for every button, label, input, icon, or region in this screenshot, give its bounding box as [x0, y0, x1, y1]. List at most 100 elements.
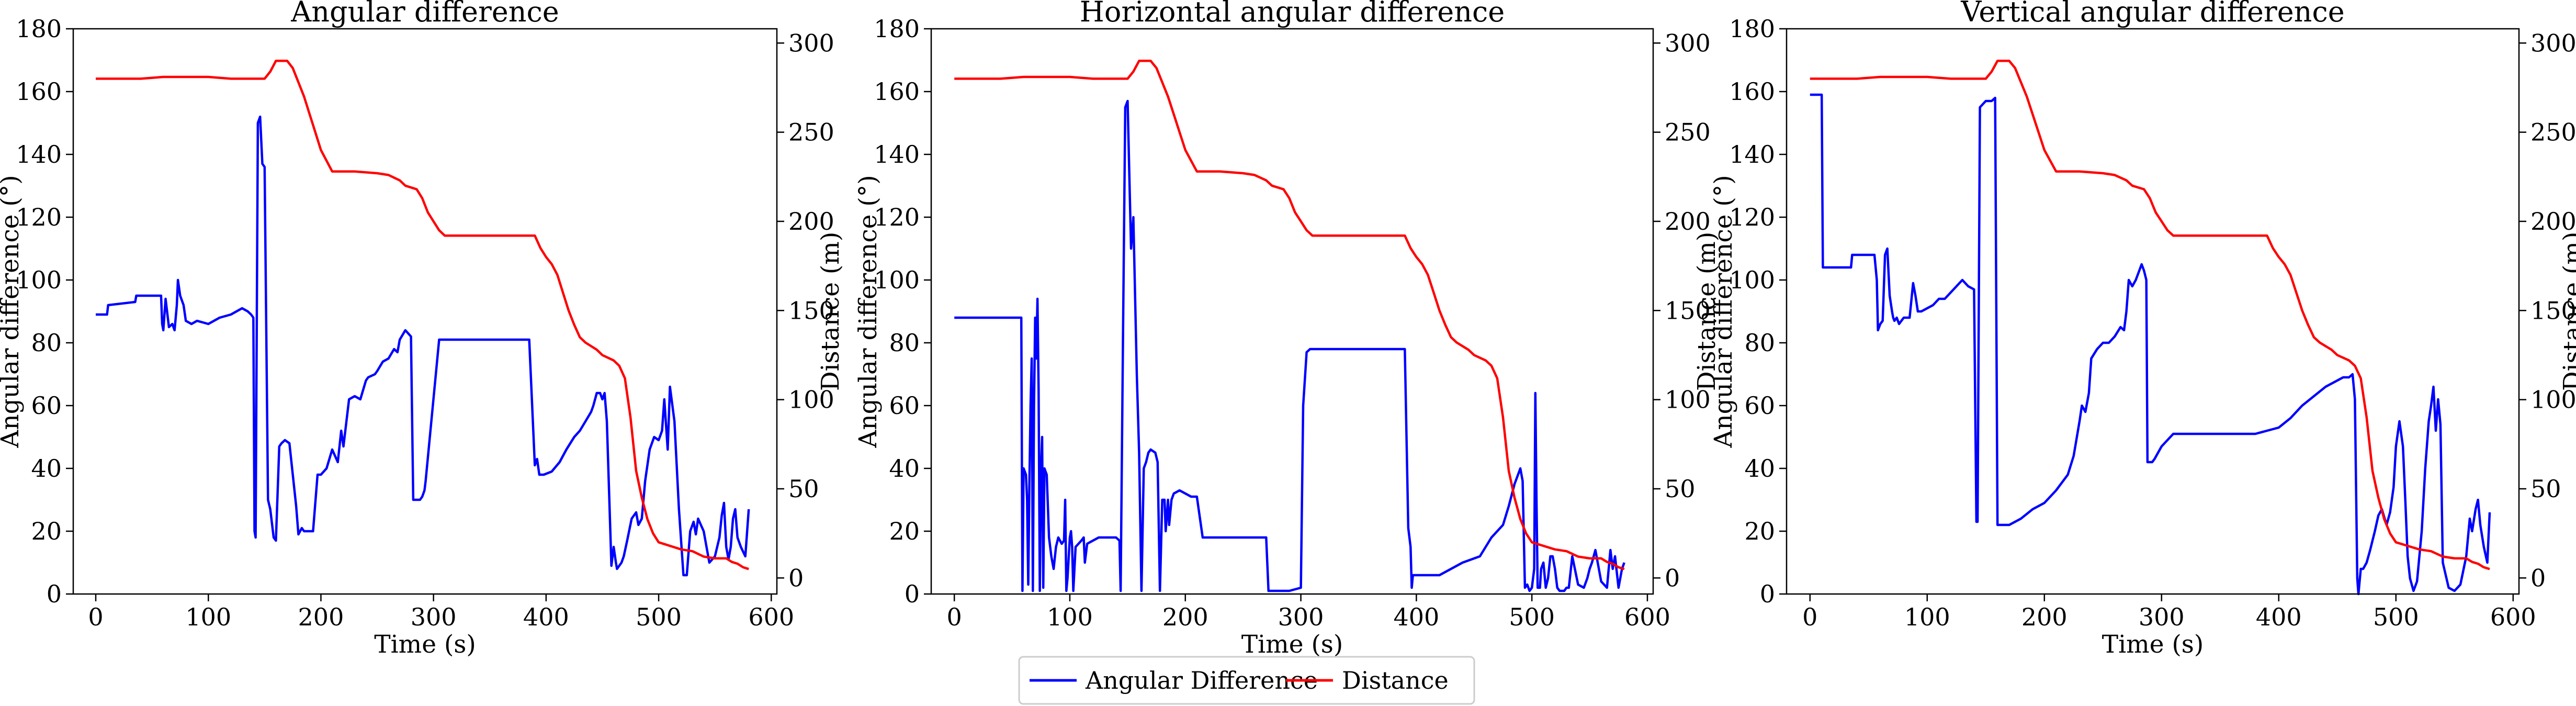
y-tick-label: 180: [16, 15, 62, 43]
plot-frame: [72, 28, 778, 595]
x-axis-label: Time (s): [2102, 630, 2204, 659]
y-tick-label: 100: [1729, 266, 1775, 294]
plot-area: [96, 60, 750, 577]
chart-panel-3: 0 100 200 300 400 500 600020406080100120140160…: [1709, 0, 2576, 659]
chart-title: Angular difference: [290, 0, 559, 28]
y-tick-label: 60: [31, 391, 62, 420]
y2-tick-label: 150: [2530, 296, 2576, 324]
x-tick-label: 400: [1393, 603, 1439, 631]
y2-tick-label: 250: [788, 118, 834, 147]
y2-tick-label: 100: [2530, 386, 2576, 414]
legend-frame: [1018, 656, 1475, 705]
y2-tick-label: 200: [788, 207, 834, 236]
legend: Angular Difference Distance: [1018, 656, 1475, 705]
x-tick-label: 400: [2256, 603, 2302, 631]
series-line-distance: [1810, 60, 2490, 570]
y2-tick-label: 100: [1665, 386, 1711, 414]
y-tick-label: 0: [47, 580, 62, 608]
legend-label-distance: Distance: [1342, 666, 1449, 694]
y-tick-label: 120: [874, 203, 920, 231]
y-tick-label: 140: [1729, 140, 1775, 169]
y-tick-label: 60: [889, 391, 920, 420]
y2-tick-label: 0: [788, 564, 804, 592]
x-tick-label: 300: [411, 603, 457, 631]
y2-tick-label: 0: [1665, 564, 1680, 592]
y2-tick-label: 100: [788, 386, 834, 414]
x-tick-label: 600: [1624, 603, 1670, 631]
plot-frame: [930, 28, 1654, 595]
y-tick-label: 160: [874, 77, 920, 106]
x-tick-label: 200: [298, 603, 344, 631]
x-tick-label: 400: [523, 603, 569, 631]
y2-tick-label: 300: [2530, 29, 2576, 57]
series-line-distance: [954, 60, 1625, 570]
y-tick-label: 20: [889, 517, 920, 545]
y-tick-label: 180: [874, 15, 920, 43]
x-tick-label: 200: [2021, 603, 2067, 631]
y2-tick-label: 150: [1665, 296, 1711, 324]
chart-panel-1: 0 100 200 300 400 500 600020406080100120140160…: [0, 0, 845, 659]
y-tick-label: 40: [31, 454, 62, 483]
y-tick-label: 40: [1744, 454, 1775, 483]
chart-panel-2: 0 100 200 300 400 500 600 0 20 40 60 80 100 120 140 160…: [854, 0, 1721, 659]
x-tick-label: 600: [748, 603, 794, 631]
x-tick-label: 0: [88, 603, 103, 631]
plot-frame: [1786, 28, 2520, 595]
y-tick-label: 100: [874, 266, 920, 294]
y-tick-label: 80: [1744, 329, 1775, 357]
y2-axis-label: Distance (m): [1692, 232, 1721, 391]
legend-label-angular-difference: Angular Difference: [1085, 666, 1318, 694]
y2-tick-label: 250: [2530, 118, 2576, 147]
x-axis-label: Time (s): [1241, 630, 1343, 659]
y-tick-label: 40: [889, 454, 920, 483]
y2-tick-label: 300: [1665, 29, 1711, 57]
y2-axis-label: Distance (m): [816, 232, 845, 391]
y2-tick-label: 300: [788, 29, 834, 57]
y-tick-label: 140: [16, 140, 62, 169]
y-axis-label: Angular difference (°): [1709, 175, 1738, 448]
series-line-angular-difference: [1810, 93, 2491, 596]
chart-panels: 0 100 200 300 400 500 600020406080100120140160…: [0, 0, 2576, 659]
series-line-angular-difference: [96, 115, 750, 577]
y2-tick-label: 200: [2530, 207, 2576, 236]
y-tick-label: 80: [889, 329, 920, 357]
y-tick-label: 60: [1744, 391, 1775, 420]
y2-axis-label: Distance (m): [2558, 232, 2576, 391]
x-tick-label: 500: [1509, 603, 1555, 631]
chart-title: Vertical angular difference: [1960, 0, 2344, 28]
y-axis-label: Angular difference (°): [0, 175, 25, 448]
series-line-distance: [96, 60, 749, 570]
y-tick-label: 180: [1729, 15, 1775, 43]
y-tick-label: 0: [1760, 580, 1775, 608]
x-tick-label: 200: [1162, 603, 1208, 631]
y-tick-label: 160: [16, 77, 62, 106]
y2-tick-label: 250: [1665, 118, 1711, 147]
y2-tick-label: 200: [1665, 207, 1711, 236]
y-tick-label: 100: [16, 266, 62, 294]
x-tick-label: 100: [1047, 603, 1093, 631]
y-tick-label: 140: [874, 140, 920, 169]
y-tick-label: 20: [1744, 517, 1775, 545]
y-tick-label: 160: [1729, 77, 1775, 106]
y-tick-label: 20: [31, 517, 62, 545]
plot-area: [1810, 60, 2491, 596]
y-axis-label: Angular difference (°): [854, 175, 883, 448]
x-tick-label: 600: [2490, 603, 2536, 631]
x-axis-label: Time (s): [374, 630, 476, 659]
y2-tick-label: 0: [2530, 564, 2546, 592]
x-tick-label: 300: [1278, 603, 1324, 631]
y2-tick-label: 50: [788, 475, 819, 503]
x-tick-label: 300: [2139, 603, 2185, 631]
series-line-angular-difference: [954, 99, 1625, 592]
x-tick-label: 0: [1802, 603, 1817, 631]
y2-tick-label: 150: [788, 296, 834, 324]
y-tick-label: 0: [905, 580, 920, 608]
x-tick-label: 100: [1904, 603, 1950, 631]
x-tick-label: 0: [947, 603, 962, 631]
plot-area: [954, 60, 1625, 592]
chart-title: Horizontal angular difference: [1080, 0, 1505, 28]
x-tick-label: 100: [185, 603, 231, 631]
x-tick-label: 500: [636, 603, 682, 631]
y-tick-label: 120: [16, 203, 62, 231]
